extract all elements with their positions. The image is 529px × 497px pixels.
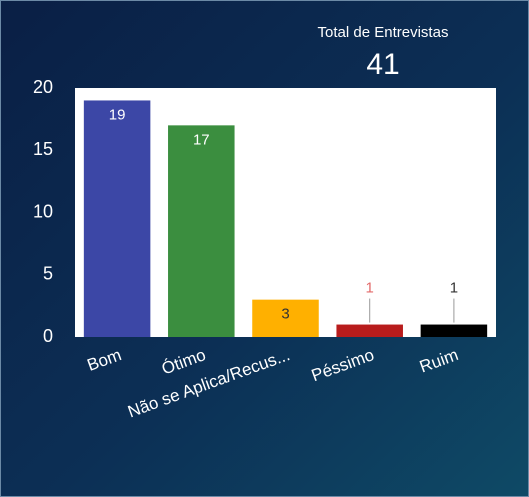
y-tick-label: 5 — [43, 264, 53, 284]
data-label: 17 — [193, 131, 210, 148]
bar — [252, 299, 319, 337]
bar — [168, 125, 235, 337]
y-tick-label: 20 — [33, 77, 53, 97]
data-label: 3 — [281, 306, 289, 323]
kpi-value: 41 — [366, 48, 399, 81]
kpi-label: Total de Entrevistas — [318, 24, 449, 41]
data-label: 1 — [450, 280, 458, 297]
bar — [336, 324, 403, 337]
y-tick-label: 10 — [33, 201, 53, 221]
bar — [420, 324, 488, 337]
data-label: 19 — [109, 106, 126, 123]
y-tick-label: 0 — [43, 326, 53, 346]
data-label: 1 — [366, 280, 374, 297]
bar — [83, 100, 151, 337]
y-tick-label: 15 — [33, 139, 53, 159]
